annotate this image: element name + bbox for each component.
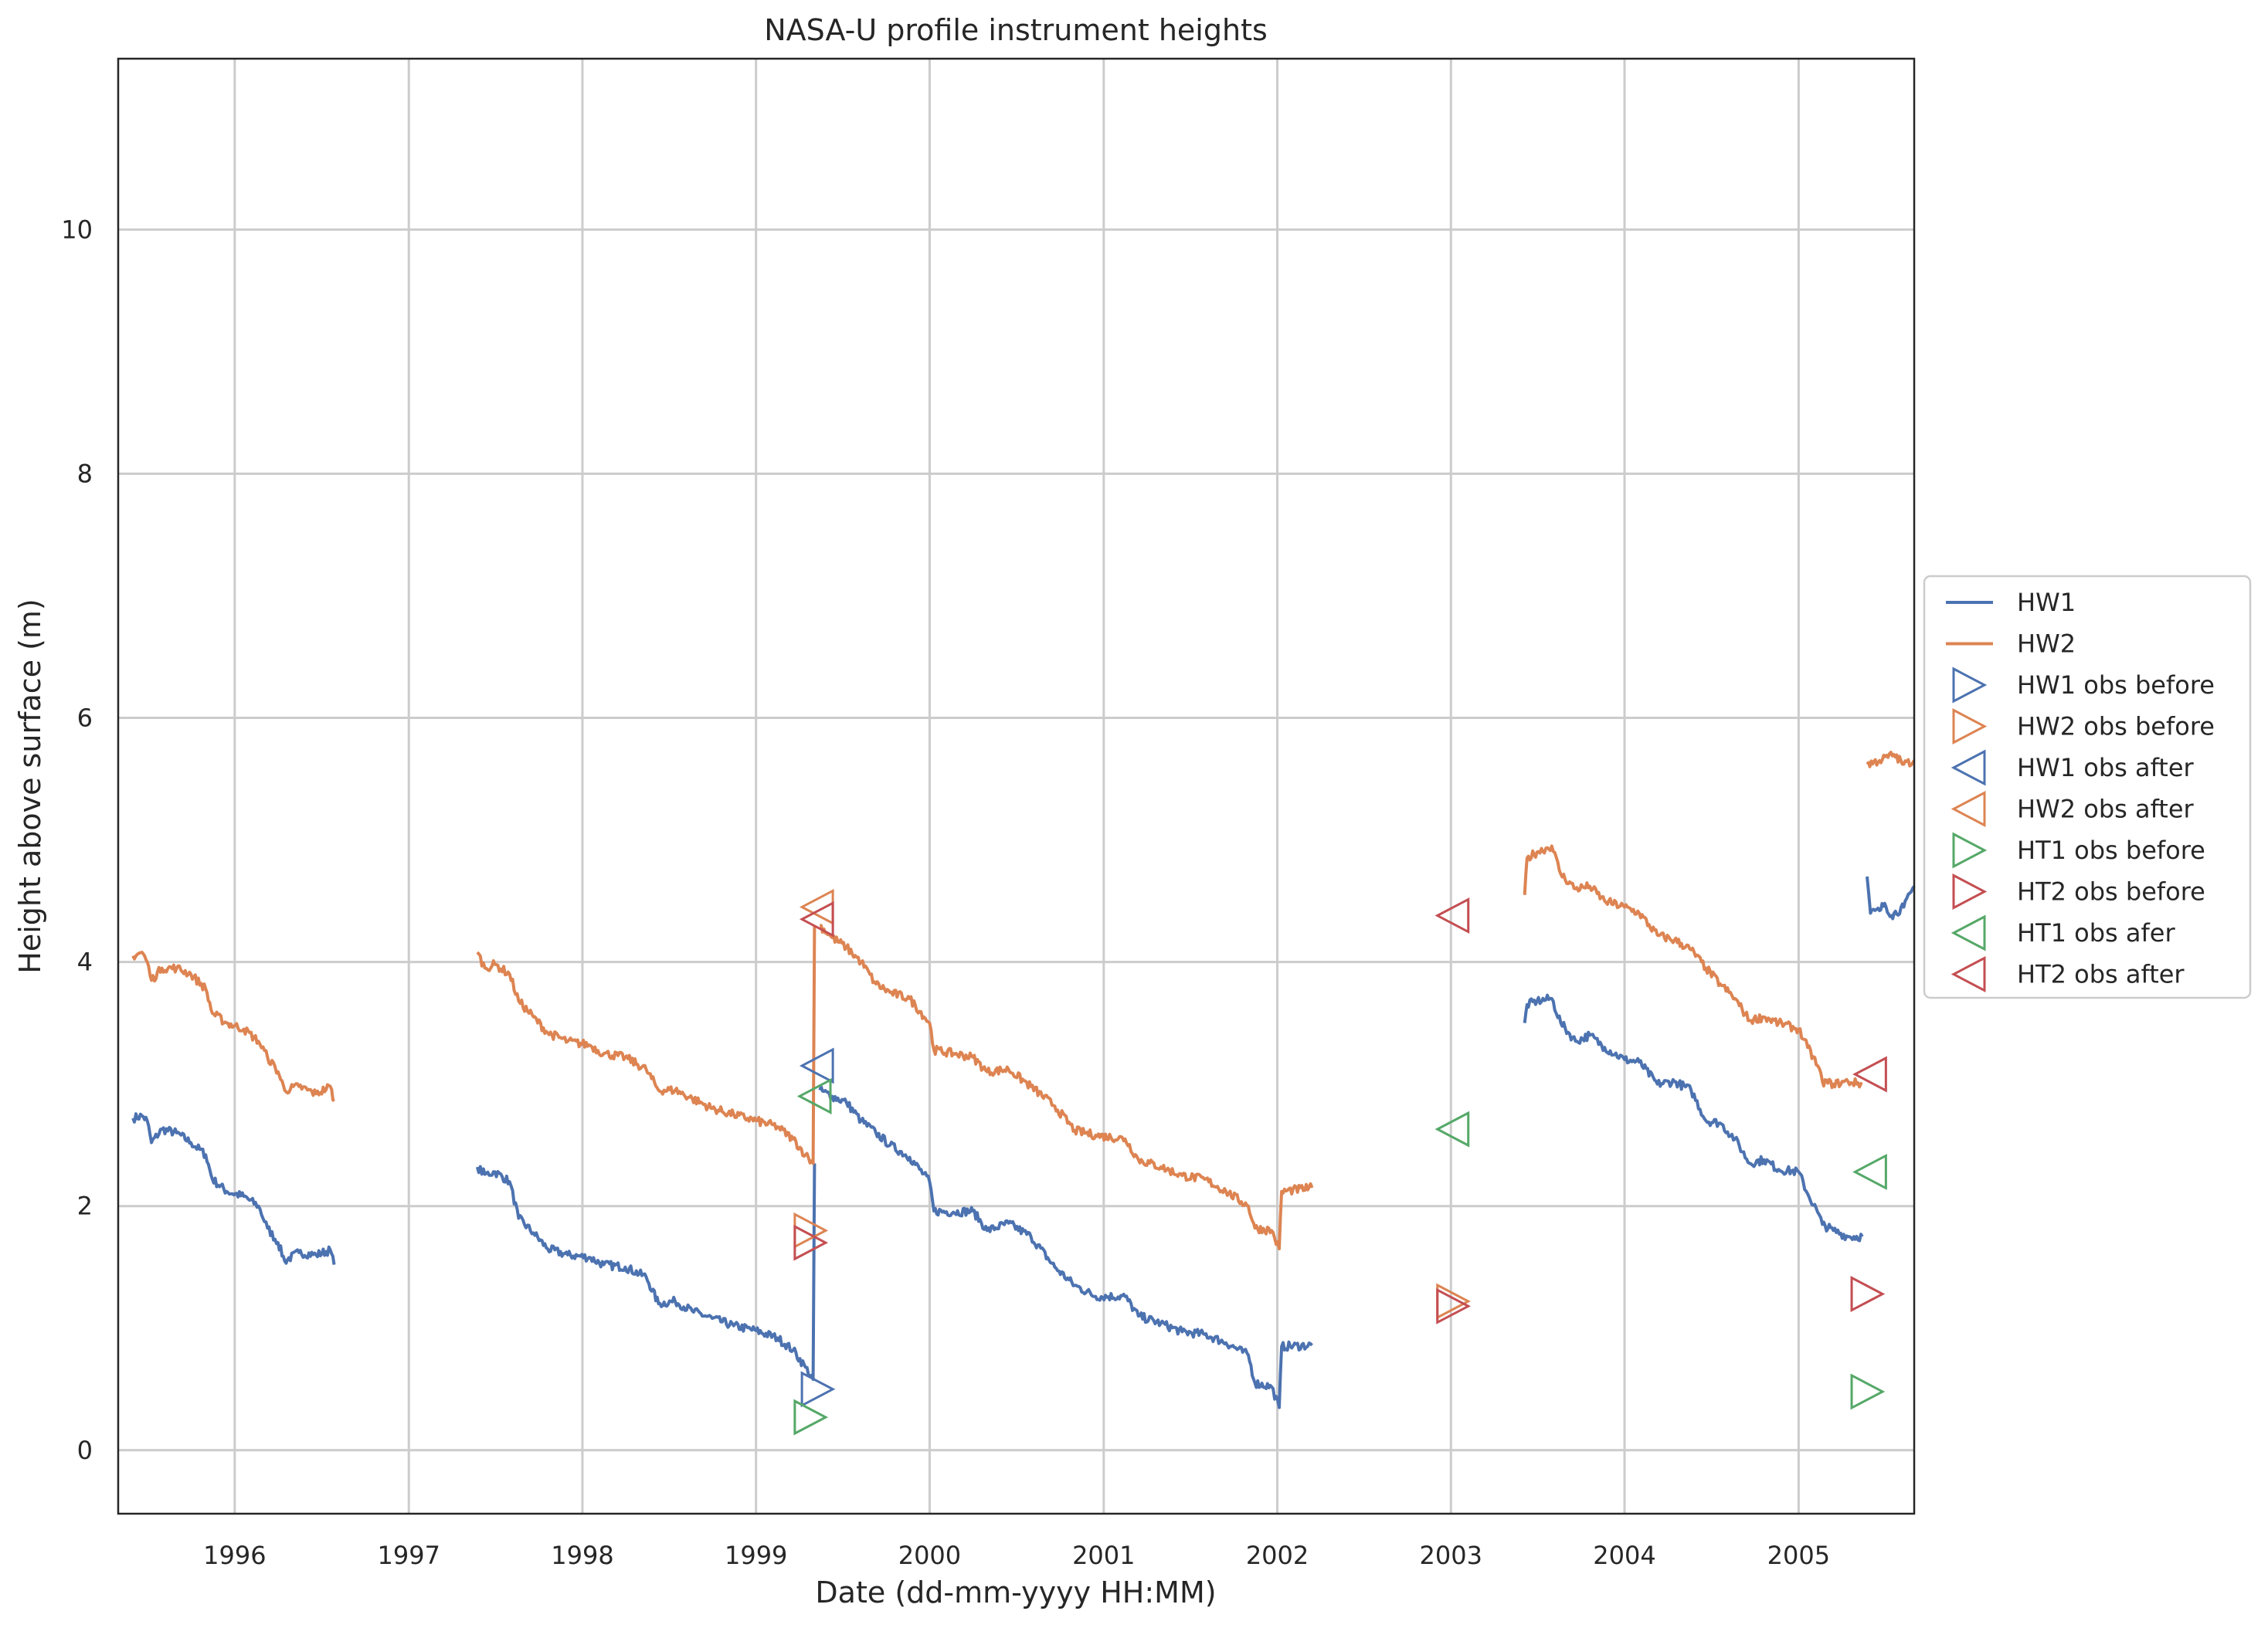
x-tick-labels: 1996 1997 1998 1999 2000 2001 2002 2003 2004 2005 — [203, 1541, 1830, 1570]
grid — [118, 59, 1914, 1514]
legend-label-ht2-obs-before: HT2 obs before — [2017, 877, 2205, 907]
x-tick-label: 2005 — [1767, 1541, 1830, 1570]
marker-ht1-obs-afer — [796, 1077, 832, 1114]
x-tick-label: 2002 — [1246, 1541, 1309, 1570]
marker-hw2-obs-before — [1436, 1283, 1471, 1320]
legend-swatch-hw2-obs-before — [1952, 708, 1988, 744]
series-line-hw2 — [1866, 751, 1916, 768]
y-tick-labels: 0 2 4 6 8 10 — [61, 215, 93, 1465]
y-tick-label: 6 — [77, 703, 93, 732]
legend-label-hw2-obs-after: HW2 obs after — [2017, 795, 2195, 824]
legend-box — [1923, 575, 2252, 999]
legend-label-hw1-obs-after: HW1 obs after — [2017, 753, 2195, 782]
legend-label-hw2-obs-before: HW2 obs before — [2017, 712, 2215, 741]
marker-hw2-obs-after — [799, 888, 834, 925]
legend-label-hw2: HW2 — [2017, 629, 2076, 659]
x-tick-label: 1999 — [725, 1541, 787, 1570]
y-tick-label: 10 — [61, 215, 93, 244]
marker-ht1-obs-afer — [1434, 1111, 1470, 1148]
legend-swatch-ht2-obs-after — [1951, 956, 1986, 992]
series-line-hw2 — [1523, 844, 1863, 1090]
marker-hw1-obs-before — [800, 1371, 836, 1408]
series-line-hw1 — [1866, 876, 1916, 921]
legend: HW1 HW2 HW1 obs before HW2 obs before HW1 ob… — [1923, 575, 2252, 999]
legend-swatch-ht1-obs-before — [1952, 832, 1988, 869]
marker-ht1-obs-before — [1850, 1373, 1886, 1410]
x-tick-label: 1996 — [203, 1541, 266, 1570]
series-lines — [131, 751, 1916, 1409]
chart-title: NASA-U profile instrument heights — [764, 13, 1268, 47]
marker-ht2-obs-before — [1436, 1287, 1471, 1324]
y-tick-label: 4 — [77, 948, 93, 977]
series-line-hw1 — [131, 1112, 336, 1265]
legend-swatch-hw2-obs-after — [1951, 791, 1986, 827]
marker-ht1-obs-afer — [1852, 1153, 1887, 1190]
x-tick-label: 1998 — [551, 1541, 613, 1570]
x-tick-label: 2003 — [1420, 1541, 1482, 1570]
y-tick-label: 8 — [77, 459, 93, 488]
marker-hw1-obs-after — [799, 1047, 834, 1084]
legend-swatch-ht2-obs-before — [1952, 873, 1988, 910]
series-line-hw2 — [476, 925, 817, 1165]
y-tick-label: 2 — [77, 1192, 93, 1221]
marker-ht2-obs-after — [799, 900, 834, 938]
x-tick-label: 1997 — [377, 1541, 440, 1570]
x-tick-label: 2000 — [898, 1541, 961, 1570]
legend-swatch-hw1-obs-before — [1952, 666, 1988, 704]
series-line-hw1 — [818, 1085, 1313, 1409]
y-tick-label: 0 — [77, 1436, 93, 1465]
legend-label-hw1: HW1 — [2017, 588, 2076, 617]
legend-swatch-ht1-obs-afer — [1951, 914, 1986, 951]
x-tick-label: 2001 — [1072, 1541, 1135, 1570]
x-axis-label: Date (dd-mm-yyyy HH:MM) — [815, 1575, 1216, 1609]
marker-ht2-obs-after — [1852, 1056, 1887, 1093]
legend-label-hw1-obs-before: HW1 obs before — [2017, 670, 2215, 700]
series-line-hw1 — [1523, 993, 1864, 1243]
marker-ht2-obs-before — [1850, 1276, 1886, 1312]
series-line-hw2 — [819, 924, 1314, 1250]
marker-hw2-obs-before — [793, 1212, 829, 1249]
series-markers — [793, 888, 1887, 1436]
y-axis-label: Height above surface (m) — [13, 599, 47, 973]
marker-ht1-obs-before — [793, 1399, 829, 1436]
series-line-hw2 — [131, 951, 336, 1103]
marker-ht2-obs-before — [793, 1224, 829, 1261]
legend-swatch-hw1-obs-after — [1951, 749, 1986, 786]
legend-label-ht2-obs-after: HT2 obs after — [2017, 960, 2185, 989]
legend-label-ht1-obs-afer: HT1 obs afer — [2017, 918, 2175, 948]
marker-ht2-obs-after — [1434, 897, 1470, 934]
legend-label-ht1-obs-before: HT1 obs before — [2017, 836, 2205, 865]
series-line-hw1 — [475, 1163, 817, 1382]
plot-frame — [117, 57, 1916, 1515]
x-tick-label: 2004 — [1593, 1541, 1655, 1570]
